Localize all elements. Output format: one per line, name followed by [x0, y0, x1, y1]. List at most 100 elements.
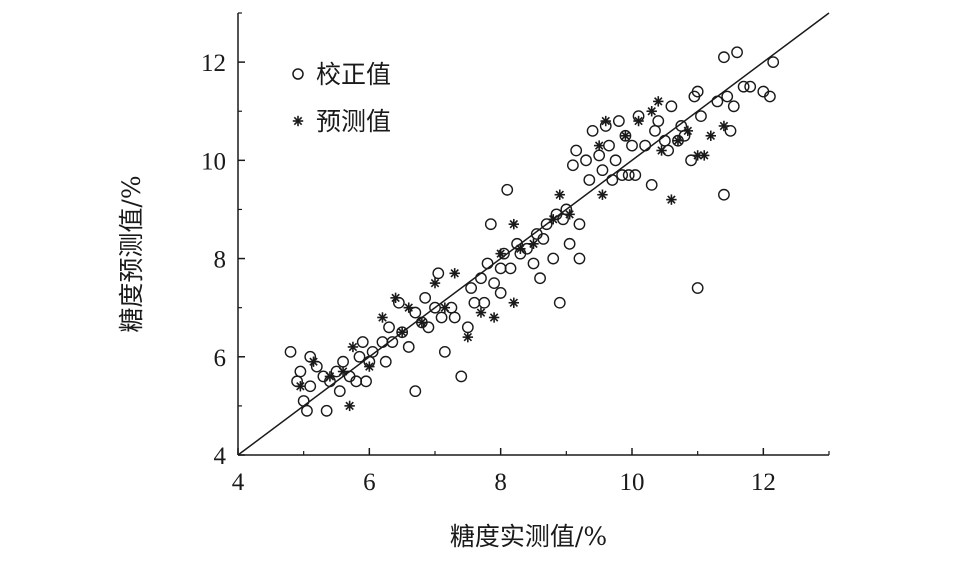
legend-item-prediction: 预测值 — [292, 107, 391, 136]
calibration-point — [573, 252, 586, 265]
prediction-point — [439, 302, 451, 313]
prediction-point — [508, 218, 519, 230]
x-axis-title: 糖度实测值/% — [450, 522, 607, 551]
calibration-point — [333, 385, 346, 398]
calibration-point — [718, 51, 730, 64]
calibration-point — [586, 124, 599, 137]
calibration-point — [691, 85, 704, 98]
calibration-point — [419, 291, 432, 304]
calibration-point — [481, 257, 494, 270]
y-tick-label: 10 — [201, 148, 226, 175]
y-tick-label: 8 — [214, 247, 227, 274]
calibration-point — [494, 287, 507, 299]
prediction-point — [475, 307, 487, 318]
prediction-point — [429, 277, 441, 289]
calibration-point — [573, 218, 586, 231]
prediction-point — [620, 130, 631, 141]
prediction-point — [656, 145, 667, 156]
calibration-point — [567, 159, 579, 172]
prediction-point — [449, 268, 460, 279]
calibration-point — [691, 282, 704, 294]
prediction-point — [705, 130, 716, 141]
reference-line — [237, 12, 830, 456]
calibration-point — [639, 139, 652, 152]
calibration-point — [553, 296, 566, 309]
calibration-point — [645, 178, 658, 191]
calibration-point — [721, 90, 734, 103]
calibration-point — [622, 169, 635, 181]
calibration-point — [455, 370, 468, 383]
calibration-point — [570, 144, 583, 157]
calibration-point — [366, 345, 379, 358]
calibration-point — [626, 139, 638, 152]
prediction-point — [462, 331, 474, 343]
calibration-point — [764, 90, 776, 103]
calibration-point — [606, 174, 619, 186]
calibration-point — [580, 154, 592, 167]
prediction-point — [515, 243, 526, 254]
prediction-point — [390, 292, 401, 304]
calibration-point — [731, 46, 743, 59]
prediction-point — [548, 214, 559, 225]
y-tick-label: 12 — [201, 50, 226, 77]
prediction-point — [528, 238, 539, 250]
calibration-point — [284, 345, 297, 358]
prediction-point — [646, 106, 657, 117]
x-tick-label: 6 — [363, 469, 376, 496]
calibration-point — [475, 272, 487, 285]
calibration-point — [409, 306, 422, 319]
calibration-point — [478, 296, 491, 309]
y-tick-label: 6 — [214, 345, 227, 372]
legend-label-calibration: 校正值 — [316, 60, 391, 89]
calibration-point — [665, 100, 678, 113]
calibration-point — [563, 237, 576, 250]
series-prediction — [295, 96, 730, 412]
prediction-point — [666, 194, 677, 205]
calibration-point — [301, 404, 313, 417]
prediction-point — [488, 312, 500, 323]
x-tick-label: 8 — [494, 469, 507, 496]
prediction-point — [564, 209, 575, 220]
prediction-point — [324, 371, 336, 382]
calibration-point — [448, 311, 461, 324]
calibration-point — [488, 277, 500, 290]
prediction-point — [600, 115, 611, 127]
legend-star-shape — [292, 115, 304, 127]
prediction-point — [653, 96, 664, 107]
calibration-point — [360, 375, 372, 388]
x-tick-label: 4 — [232, 469, 245, 496]
calibration-point — [379, 355, 392, 368]
prediction-point — [347, 341, 359, 353]
calibration-point — [685, 154, 697, 167]
prediction-point — [718, 120, 730, 132]
calibration-point — [409, 385, 422, 398]
legend: 校正值 预测值 — [292, 60, 391, 136]
prediction-point — [508, 297, 519, 308]
calibration-point — [402, 341, 415, 353]
calibration-point — [356, 336, 369, 348]
calibration-point — [320, 404, 333, 417]
prediction-point — [308, 356, 319, 367]
calibration-point — [583, 174, 596, 186]
calibration-point — [504, 262, 517, 275]
prediction-point — [672, 135, 684, 146]
calibration-point — [386, 336, 399, 348]
x-tick-label: 10 — [620, 469, 645, 496]
axes: 4 6 8 10 12 4 6 8 10 12 — [201, 12, 830, 496]
prediction-point — [495, 248, 506, 259]
prediction-point — [416, 317, 428, 328]
prediction-point — [699, 150, 710, 161]
legend-label-prediction: 预测值 — [316, 107, 391, 136]
y-tick-label: 4 — [214, 443, 227, 470]
calibration-point — [724, 124, 737, 137]
legend-marker-circle — [292, 68, 304, 80]
prediction-point — [364, 361, 375, 372]
calibration-point — [711, 95, 724, 108]
calibration-point — [744, 80, 757, 93]
legend-item-calibration: 校正值 — [292, 60, 391, 89]
data-points — [284, 46, 780, 417]
calibration-point — [695, 110, 707, 123]
prediction-point — [593, 140, 605, 151]
